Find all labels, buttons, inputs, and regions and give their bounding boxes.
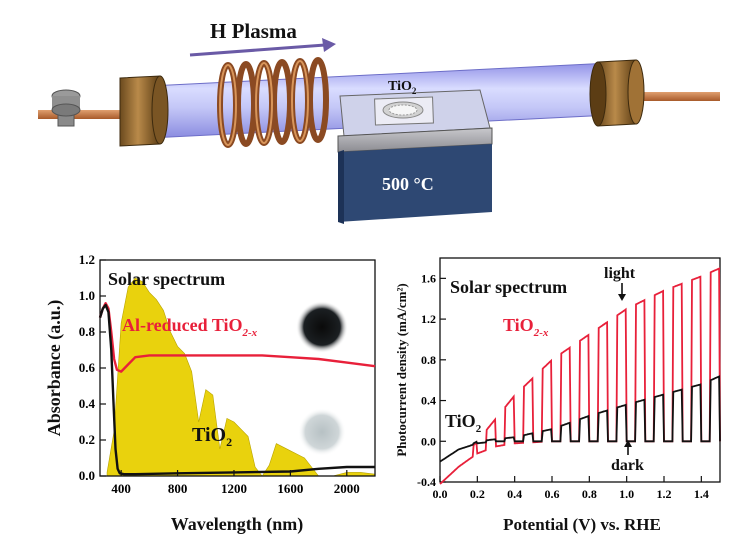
dark-label: dark xyxy=(611,457,644,474)
right-solar-label: Solar spectrum xyxy=(450,277,567,297)
left-x-tick-label: 400 xyxy=(111,481,131,496)
plasma-label: H Plasma xyxy=(210,19,297,43)
left-reduced-label: Al-reduced TiO2-x xyxy=(122,315,258,339)
left-x-tick-label: 1600 xyxy=(277,481,303,496)
heater-block xyxy=(337,127,493,224)
right-tio2-label: TiO2 xyxy=(445,411,482,435)
left-y-tick-label: 1.2 xyxy=(79,252,95,267)
reduced-photocurrent-trace xyxy=(439,267,721,485)
left-y-tick-label: 1.0 xyxy=(79,288,95,303)
right-x-ticks: 0.0 0.2 0.4 0.6 0.8 1.0 1.2 1.4 xyxy=(433,476,709,501)
light-arrow xyxy=(618,283,626,301)
right-y-tick-label: 0.4 xyxy=(421,394,436,408)
pristine-sample-photo xyxy=(298,408,346,456)
right-reduced-label: TiO2-x xyxy=(503,315,549,339)
sample-holder xyxy=(339,89,491,137)
absorbance-chart: 400 800 1200 1600 2000 0.0 0.2 0.4 0.6 0.8 1.0 1.2… xyxy=(44,252,376,535)
right-rod xyxy=(640,92,720,101)
right-x-tick-label: 0.4 xyxy=(507,487,522,501)
right-y-ticks: -0.4 0.0 0.4 0.8 1.2 1.6 xyxy=(417,271,446,489)
plasma-arrow xyxy=(189,38,336,57)
photocurrent-chart: 0.0 0.2 0.4 0.6 0.8 1.0 1.2 1.4 -0.40.00.40.81.… xyxy=(394,257,721,534)
right-x-tick-label: 1.4 xyxy=(694,487,709,501)
sample-label: TiO2 xyxy=(388,79,417,96)
left-y-axis-label: Absorbance (a.u.) xyxy=(44,300,65,437)
heater-label: 500 °C xyxy=(382,174,434,194)
right-y-tick-label: 0.8 xyxy=(421,353,436,367)
right-x-tick-label: 1.2 xyxy=(657,487,672,501)
right-x-tick-label: 1.0 xyxy=(619,487,634,501)
left-x-tick-label: 2000 xyxy=(334,481,360,496)
reduced-sample-photo xyxy=(296,301,348,353)
right-y-tick-label: 1.6 xyxy=(421,271,436,285)
right-x-tick-label: 0.6 xyxy=(545,487,560,501)
dark-arrow xyxy=(624,440,632,455)
left-x-tick-label: 800 xyxy=(168,481,188,496)
right-x-tick-label: 0.0 xyxy=(433,487,448,501)
tio2-absorbance-line xyxy=(98,303,375,476)
right-y-tick-label: -0.4 xyxy=(417,475,436,489)
tio2-photocurrent-trace xyxy=(439,375,721,463)
left-solar-label: Solar spectrum xyxy=(108,269,225,289)
plasma-apparatus: H Plasma TiO2 500 °C xyxy=(38,19,720,224)
left-tio2-label: TiO2 xyxy=(192,424,232,449)
light-label: light xyxy=(604,265,636,282)
valve-knob xyxy=(51,89,81,127)
right-y-tick-label: 0.0 xyxy=(421,434,436,448)
right-x-axis-label: Potential (V) vs. RHE xyxy=(503,515,661,534)
right-y-axis-label: Photocurrent density (mA/cm²) xyxy=(394,283,409,456)
left-y-ticks: 0.0 0.2 0.4 0.6 0.8 1.0 1.2 xyxy=(79,252,106,483)
left-x-axis-label: Wavelength (nm) xyxy=(171,514,304,535)
left-end-cap xyxy=(119,75,169,147)
right-end-cap xyxy=(589,59,645,127)
left-y-tick-label: 0.2 xyxy=(79,432,95,447)
left-y-tick-label: 0.6 xyxy=(79,360,96,375)
right-x-tick-label: 0.2 xyxy=(470,487,485,501)
right-x-tick-label: 0.8 xyxy=(582,487,597,501)
left-x-tick-label: 1200 xyxy=(221,481,247,496)
left-y-tick-label: 0.0 xyxy=(79,468,95,483)
left-y-tick-label: 0.8 xyxy=(79,324,96,339)
right-y-tick-label: 1.2 xyxy=(421,312,436,326)
left-rod xyxy=(38,110,128,119)
left-y-tick-label: 0.4 xyxy=(79,396,96,411)
left-x-ticks: 400 800 1200 1600 2000 xyxy=(111,470,360,496)
